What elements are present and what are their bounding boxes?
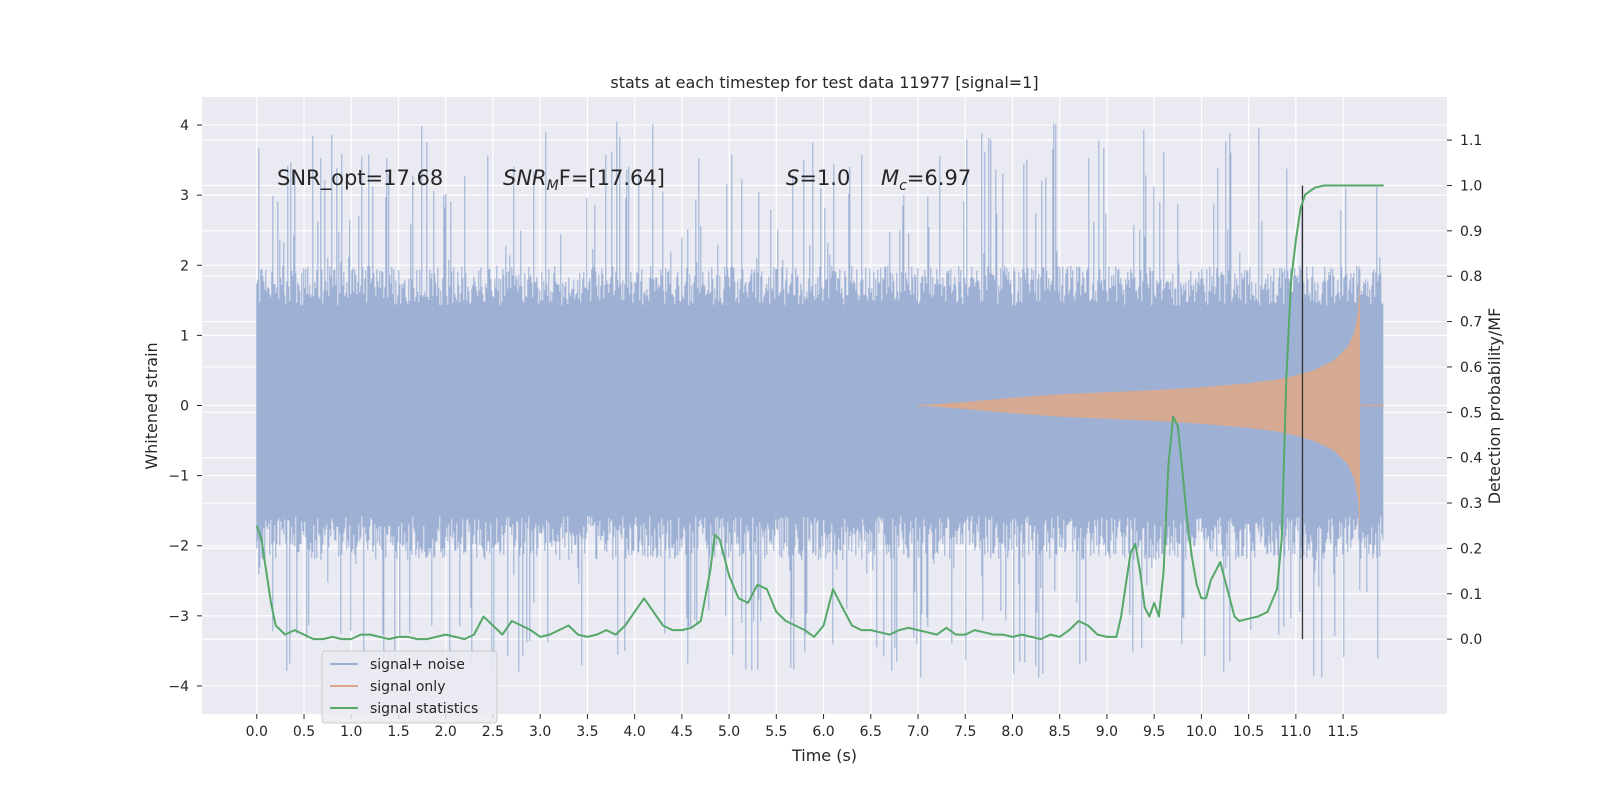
annotation-mc: Mc=6.97 [881,166,971,194]
y2-tick-label: 0.9 [1460,224,1482,240]
y-tick-label: 2 [180,258,189,274]
x-tick-label: 9.5 [1143,724,1165,740]
x-tick-label: 1.0 [340,724,362,740]
annotation-snr-mf-value: F=[17.64] [559,166,665,190]
y2-tick-label: 0.5 [1460,405,1482,421]
x-tick-label: 3.5 [576,724,598,740]
y-tick-label: 3 [180,188,189,204]
y2-tick-label: 0.4 [1460,451,1482,467]
x-ticks: 0.0 0.5 1.0 1.5 2.0 2.5 3.0 3.5 4.0 4.5 5.0 5.5 6.0 6… [246,714,1359,740]
y-tick-label: 1 [180,328,189,344]
x-tick-label: 4.0 [623,724,645,740]
x-tick-label: 11.0 [1280,724,1311,740]
y-ticks: 4 3 2 1 0 −1 −2 −3 −4 [168,118,202,695]
y2-axis-label: Detection probability/MF [1485,308,1504,505]
legend: signal+ noise signal only signal statist… [321,650,498,724]
y2-tick-label: 0.2 [1460,541,1482,557]
y-tick-label: 0 [180,399,189,415]
y-tick-label: −1 [168,469,189,485]
legend-box [321,650,498,724]
x-tick-label: 10.0 [1186,724,1217,740]
x-tick-label: 2.0 [435,724,457,740]
y2-tick-label: 1.0 [1460,178,1482,194]
y-tick-label: −2 [168,539,189,555]
y-axis-label: Whitened strain [142,342,161,469]
y-tick-label: 4 [180,118,189,134]
annotation-mc-value: =6.97 [907,166,971,190]
annotation-snr-opt: SNR_opt=17.68 [277,166,443,191]
legend-label-stats: signal statistics [370,701,478,717]
x-tick-label: 3.0 [529,724,551,740]
chart-title: stats at each timestep for test data 119… [610,73,1038,92]
x-tick-label: 5.5 [765,724,787,740]
x-tick-label: 0.0 [246,724,268,740]
annotation-snr-mf: SNRMF=[17.64] [503,166,665,194]
x-tick-label: 8.0 [1001,724,1023,740]
x-tick-label: 6.5 [860,724,882,740]
y2-tick-label: 0.1 [1460,587,1482,603]
x-tick-label: 4.5 [671,724,693,740]
x-tick-label: 11.5 [1328,724,1359,740]
x-tick-label: 0.5 [293,724,315,740]
x-tick-label: 6.0 [812,724,834,740]
x-axis-label: Time (s) [791,746,857,765]
y2-tick-label: 0.8 [1460,269,1482,285]
x-tick-label: 7.0 [907,724,929,740]
x-tick-label: 8.5 [1049,724,1071,740]
y2-tick-label: 1.1 [1460,133,1482,149]
y2-tick-label: 0.6 [1460,360,1482,376]
statistics-line [255,184,1384,641]
y-tick-label: −3 [168,609,189,625]
legend-label-signal: signal only [370,679,445,695]
annotation-s-name: S [786,166,799,190]
y2-tick-label: 0.7 [1460,315,1482,331]
x-tick-label: 5.0 [718,724,740,740]
legend-label-noise: signal+ noise [370,657,465,673]
annotation-mc-sub: c [899,178,907,194]
annotation-s: S=1.0 [786,166,850,190]
signal-statistics-series [255,184,1384,641]
annotation-snr-mf-name: SNR [503,166,547,190]
annotation-mc-name: M [881,166,899,190]
x-tick-label: 10.5 [1233,724,1264,740]
y2-tick-label: 0.3 [1460,496,1482,512]
annotation-snr-mf-sub: M [547,178,559,194]
x-tick-label: 7.5 [954,724,976,740]
signal-only-series [918,279,1384,532]
y2-ticks: 1.1 1.0 0.9 0.8 0.7 0.6 0.5 0.4 0.3 0.2 0.1 0.0 [1447,133,1482,648]
x-tick-label: 9.0 [1096,724,1118,740]
y2-tick-label: 0.0 [1460,632,1482,648]
annotation-s-value: =1.0 [799,166,850,190]
x-tick-label: 2.5 [482,724,504,740]
x-tick-label: 1.5 [387,724,409,740]
y-tick-label: −4 [168,679,189,695]
